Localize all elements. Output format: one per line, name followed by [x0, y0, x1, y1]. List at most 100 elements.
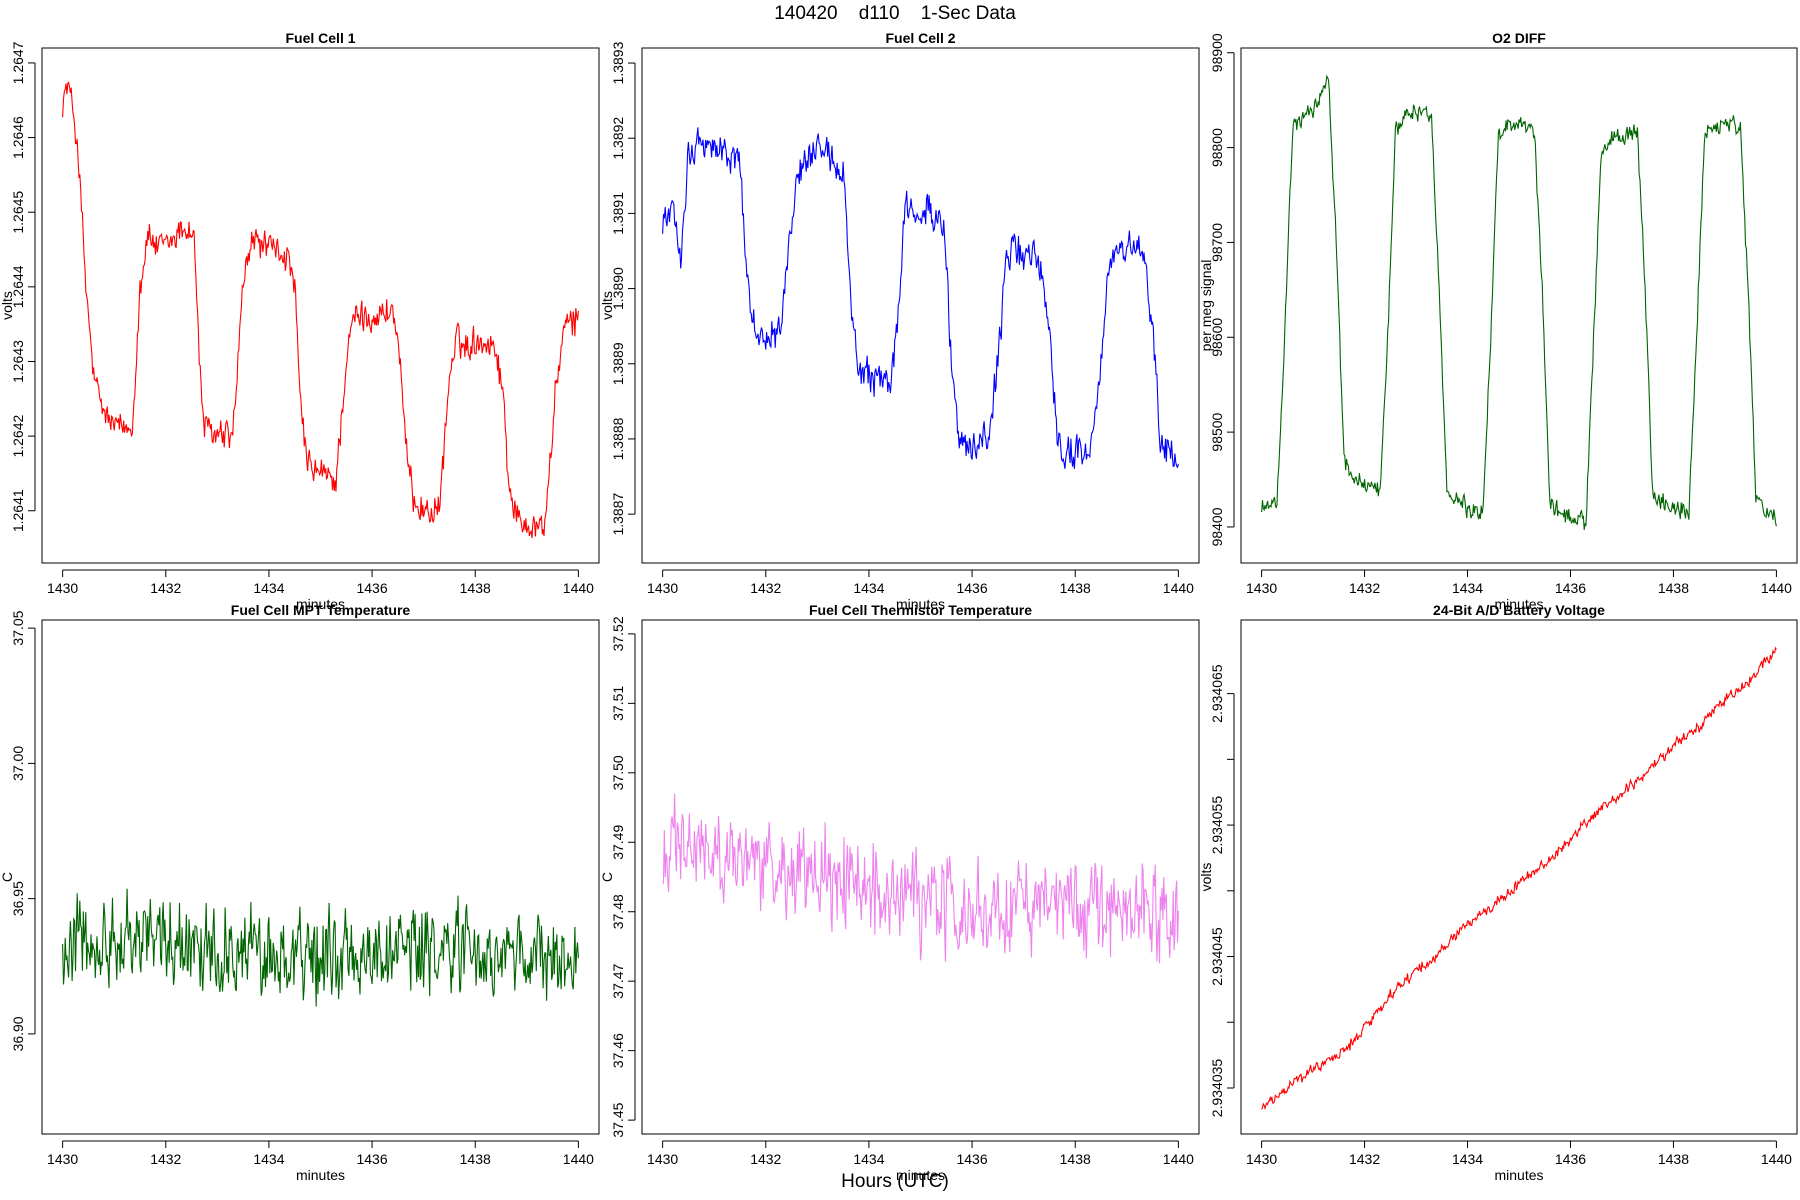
series-line — [62, 81, 579, 539]
y-axis-label: per meg signal — [1198, 260, 1214, 352]
chart-panel-5: Fuel Cell Thermistor Temperature 1430 1432… — [599, 602, 1200, 1183]
y-tick-label: 98400 — [1209, 507, 1225, 546]
x-tick-label: 1434 — [253, 580, 284, 596]
x-tick-label: 1440 — [1163, 1151, 1194, 1167]
x-tick-label: 1438 — [1658, 1151, 1689, 1167]
x-axis-label: minutes — [896, 596, 945, 612]
x-axis: 1430 1432 1434 1436 1438 1440 — [47, 569, 594, 596]
figure-footer-label: Hours (UTC) — [841, 1171, 949, 1192]
y-tick-label: 1.3889 — [610, 342, 626, 385]
x-tick-label: 1434 — [853, 580, 884, 596]
chart-panel-3: O2 DIFF 1430 1432 1434 1436 1438 1440 minutes 98… — [1198, 30, 1798, 612]
x-tick-label: 1434 — [1452, 580, 1483, 596]
x-tick-label: 1440 — [1761, 1151, 1792, 1167]
x-tick-label: 1436 — [956, 580, 987, 596]
series-line — [62, 888, 579, 1007]
x-tick-label: 1430 — [1246, 1151, 1277, 1167]
x-axis: 1430 1432 1434 1436 1438 1440 — [647, 1140, 1194, 1167]
y-tick-label: 37.47 — [610, 963, 626, 998]
y-tick-label: 37.00 — [10, 746, 26, 781]
y-axis-label: volts — [0, 291, 15, 320]
y-axis: 37.45 37.46 37.47 37.48 37.49 37.50 37.51 37.52 — [610, 616, 636, 1138]
chart-title: Fuel Cell Thermistor Temperature — [809, 602, 1032, 618]
y-tick-label: 1.2643 — [10, 340, 26, 383]
x-tick-label: 1432 — [1349, 1151, 1380, 1167]
y-tick-label: 98700 — [1209, 223, 1225, 262]
x-tick-label: 1440 — [563, 580, 594, 596]
x-axis-label: minutes — [296, 596, 345, 612]
y-axis: 2.934035 2.934045 2.934055 2.934065 — [1209, 664, 1235, 1118]
y-tick-label: 37.51 — [610, 686, 626, 721]
x-tick-label: 1438 — [460, 1151, 491, 1167]
x-tick-label: 1436 — [1555, 1151, 1586, 1167]
y-axis-label: volts — [1198, 863, 1214, 892]
y-tick-label: 1.3893 — [610, 41, 626, 84]
chart-title: Fuel Cell MPT Temperature — [231, 602, 411, 618]
y-tick-label: 1.2644 — [10, 265, 26, 308]
x-tick-label: 1438 — [1060, 580, 1091, 596]
x-axis: 1430 1432 1434 1436 1438 1440 — [647, 569, 1194, 596]
y-tick-label: 98800 — [1209, 128, 1225, 167]
y-tick-label: 2.934045 — [1209, 927, 1225, 986]
x-tick-label: 1434 — [1452, 1151, 1483, 1167]
x-tick-label: 1430 — [47, 580, 78, 596]
chart-title: Fuel Cell 1 — [285, 30, 355, 46]
figure-title: 140420 d110 1-Sec Data — [774, 3, 1016, 24]
x-tick-label: 1436 — [1555, 580, 1586, 596]
y-axis-label: volts — [599, 291, 615, 320]
chart-title: 24-Bit A/D Battery Voltage — [1433, 602, 1605, 618]
x-tick-label: 1436 — [356, 1151, 387, 1167]
series-line — [662, 127, 1179, 469]
y-tick-label: 37.50 — [610, 755, 626, 790]
y-axis-label: C — [599, 872, 615, 882]
x-tick-label: 1440 — [1761, 580, 1792, 596]
y-tick-label: 1.3890 — [610, 267, 626, 310]
x-tick-label: 1432 — [1349, 580, 1380, 596]
x-tick-label: 1432 — [150, 580, 181, 596]
y-axis: 1.2641 1.2642 1.2643 1.2644 1.2645 1.2646 1.26… — [10, 41, 36, 532]
x-tick-label: 1430 — [647, 580, 678, 596]
y-axis-label: C — [0, 872, 15, 882]
x-tick-label: 1432 — [750, 1151, 781, 1167]
x-tick-label: 1430 — [647, 1151, 678, 1167]
plot-frame — [641, 619, 1200, 1135]
x-tick-label: 1432 — [750, 580, 781, 596]
y-tick-label: 36.95 — [10, 881, 26, 916]
y-axis: 98400 98500 98600 98700 98800 98900 — [1209, 33, 1235, 546]
x-tick-label: 1436 — [356, 580, 387, 596]
y-axis: 36.90 36.95 37.00 37.05 — [10, 610, 36, 1051]
y-tick-label: 1.2646 — [10, 116, 26, 159]
chart-panels: Fuel Cell 1 1430 1432 1434 1436 1438 1440 minut… — [0, 30, 1798, 1183]
series-line — [1261, 74, 1777, 530]
x-axis-label: minutes — [1494, 596, 1543, 612]
chart-panel-2: Fuel Cell 2 1430 1432 1434 1436 1438 1440 minut… — [599, 30, 1200, 612]
plot-frame — [1240, 47, 1798, 564]
plot-frame — [641, 47, 1200, 564]
y-tick-label: 1.2645 — [10, 191, 26, 234]
series-line — [662, 793, 1179, 964]
chart-title: O2 DIFF — [1492, 30, 1546, 46]
x-tick-label: 1438 — [1658, 580, 1689, 596]
chart-title: Fuel Cell 2 — [885, 30, 955, 46]
x-tick-label: 1436 — [956, 1151, 987, 1167]
x-axis-label: minutes — [896, 1167, 945, 1183]
y-tick-label: 98500 — [1209, 412, 1225, 451]
y-tick-label: 2.934065 — [1209, 664, 1225, 723]
x-tick-label: 1438 — [460, 580, 491, 596]
x-axis: 1430 1432 1434 1436 1438 1440 — [47, 1140, 594, 1167]
y-tick-label: 1.2647 — [10, 41, 26, 84]
x-axis: 1430 1432 1434 1436 1438 1440 — [1246, 569, 1792, 596]
y-tick-label: 2.934055 — [1209, 796, 1225, 855]
x-tick-label: 1430 — [47, 1151, 78, 1167]
y-tick-label: 36.90 — [10, 1016, 26, 1051]
plot-frame — [41, 47, 600, 564]
y-tick-label: 2.934035 — [1209, 1059, 1225, 1118]
x-axis: 1430 1432 1434 1436 1438 1440 — [1246, 1140, 1792, 1167]
y-tick-label: 1.2642 — [10, 414, 26, 457]
x-axis-label: minutes — [296, 1167, 345, 1183]
y-tick-label: 1.3888 — [610, 417, 626, 460]
x-axis-label: minutes — [1494, 1167, 1543, 1183]
plot-frame — [41, 619, 600, 1135]
y-tick-label: 37.48 — [610, 894, 626, 929]
